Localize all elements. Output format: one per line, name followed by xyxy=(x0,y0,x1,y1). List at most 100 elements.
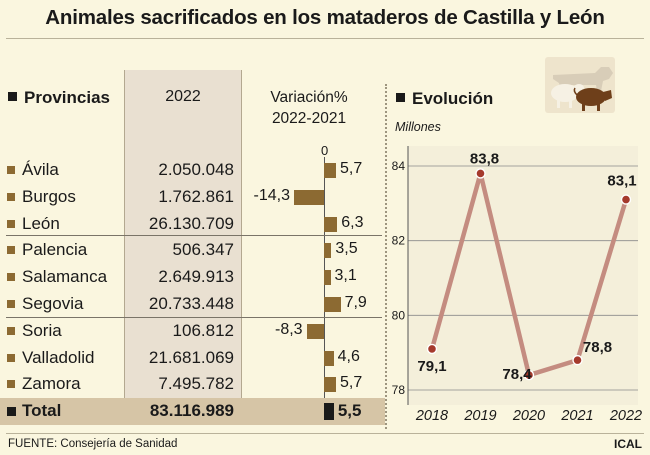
y-tick-label: 80 xyxy=(392,308,406,322)
variation-bar xyxy=(324,377,336,393)
row-square-icon xyxy=(7,246,15,255)
province-name: León xyxy=(22,213,60,233)
year-header: 2022 xyxy=(165,88,201,105)
province-name: Segovia xyxy=(22,294,84,313)
total-variation-label: 5,5 xyxy=(337,401,362,420)
province-row: Palencia 506.347 3,5 xyxy=(0,237,380,263)
pig-icon xyxy=(573,87,612,111)
variation-bar xyxy=(306,323,324,339)
total-band xyxy=(0,398,385,425)
province-value: 506.347 xyxy=(172,240,234,260)
province-row: Ávila 2.050.048 5,7 xyxy=(0,157,380,183)
row-square-icon xyxy=(7,192,15,201)
y-tick-label: 84 xyxy=(392,159,406,173)
row-square-icon xyxy=(7,353,15,362)
variation-label: 6,3 xyxy=(341,213,364,231)
province-row: Segovia 20.733.448 7,9 xyxy=(0,291,380,317)
total-square-icon xyxy=(7,407,16,416)
province-name: Valladolid xyxy=(22,347,95,367)
data-point xyxy=(475,168,486,179)
variation-bar xyxy=(324,163,336,178)
row-square-icon xyxy=(7,273,15,282)
source-note: FUENTE: Consejería de Sanidad xyxy=(8,438,178,450)
x-tick-label: 2019 xyxy=(463,408,496,424)
provinces-header: Provincias xyxy=(8,88,110,108)
row-square-icon xyxy=(7,326,15,335)
province-value: 2.050.048 xyxy=(158,160,234,179)
data-label: 83,1 xyxy=(607,173,636,190)
total-variation-bar xyxy=(324,403,334,420)
chart-title: Animales sacrificados en los mataderos d… xyxy=(45,6,605,29)
row-square-icon xyxy=(7,219,15,228)
x-tick-label: 2022 xyxy=(609,408,642,424)
row-square-icon xyxy=(7,300,15,308)
header-square-icon xyxy=(8,92,17,101)
data-point xyxy=(572,354,583,366)
data-label: 79,1 xyxy=(417,358,446,375)
variation-bar xyxy=(324,350,334,366)
province-row: Valladolid 21.681.069 4,6 xyxy=(0,345,380,371)
zero-axis-label: 0 xyxy=(321,143,329,158)
province-value: 21.681.069 xyxy=(148,347,234,367)
province-name: Salamanca xyxy=(22,267,108,287)
row-square-icon xyxy=(7,166,15,174)
data-point xyxy=(620,194,632,205)
province-row: Soria 106.812 -8,3 xyxy=(0,318,380,344)
title-divider xyxy=(6,38,644,39)
variation-label: -8,3 xyxy=(274,320,303,338)
provinces-header-label: Provincias xyxy=(24,88,110,107)
sheep-icon xyxy=(551,84,584,108)
province-name: Ávila xyxy=(22,160,59,179)
plot-area xyxy=(408,146,638,405)
variation-bar xyxy=(324,243,332,259)
group-separator xyxy=(6,235,382,236)
header-square-icon xyxy=(396,93,405,102)
evolution-heading: Evolución xyxy=(396,89,493,109)
variation-bar xyxy=(324,297,341,312)
group-separator xyxy=(6,317,382,318)
province-name: Burgos xyxy=(22,186,76,206)
total-row: Total 83.116.989 5,5 xyxy=(0,398,385,425)
evolution-heading-label: Evolución xyxy=(412,89,494,108)
variation-header-line2: 2022-2021 xyxy=(271,110,347,127)
y-tick-label: 78 xyxy=(392,383,406,397)
province-row: Salamanca 2.649.913 3,1 xyxy=(0,264,380,290)
province-value: 26.130.709 xyxy=(148,213,234,233)
province-name: Soria xyxy=(22,320,62,340)
province-value: 106.812 xyxy=(172,320,234,340)
total-value: 83.116.989 xyxy=(149,401,234,420)
total-label: Total xyxy=(22,401,62,420)
variation-label: 4,6 xyxy=(337,347,360,365)
row-square-icon xyxy=(7,380,15,389)
x-tick-label: 2021 xyxy=(560,408,593,424)
variation-label: 7,9 xyxy=(344,294,367,311)
variation-bar xyxy=(293,189,324,205)
variation-label: -14,3 xyxy=(253,186,290,204)
variation-header: Variación% 2022-2021 xyxy=(245,87,373,129)
variation-bar xyxy=(324,216,338,232)
province-name: Zamora xyxy=(22,374,81,394)
province-row: Zamora 7.495.782 5,7 xyxy=(0,371,380,397)
unit-label: Millones xyxy=(395,120,441,134)
variation-header-line1: Variación% xyxy=(270,89,348,106)
data-point xyxy=(523,369,535,381)
panel-divider xyxy=(385,84,387,429)
variation-label: 3,5 xyxy=(335,240,358,258)
data-label: 83,8 xyxy=(470,150,499,167)
x-tick-label: 2020 xyxy=(512,408,545,424)
cow-icon xyxy=(553,67,613,93)
evolution-line-chart: 78 80 82 84 79,1 83,8 78,4 78,8 83,1 2018 2019 2020… xyxy=(392,146,642,424)
footer-divider xyxy=(6,433,644,434)
province-value: 2.649.913 xyxy=(158,267,234,287)
province-row: León 26.130.709 6,3 xyxy=(0,211,380,237)
data-label: 78,8 xyxy=(583,339,612,356)
variation-bar xyxy=(324,270,331,286)
province-value: 1.762.861 xyxy=(158,186,234,206)
variation-label: 3,1 xyxy=(334,267,357,285)
province-value: 20.733.448 xyxy=(148,294,234,313)
y-tick-label: 82 xyxy=(392,234,406,248)
livestock-illustration xyxy=(545,57,615,113)
variation-label: 5,7 xyxy=(339,374,363,392)
data-label: 78,4 xyxy=(502,366,532,383)
data-point xyxy=(426,343,438,355)
